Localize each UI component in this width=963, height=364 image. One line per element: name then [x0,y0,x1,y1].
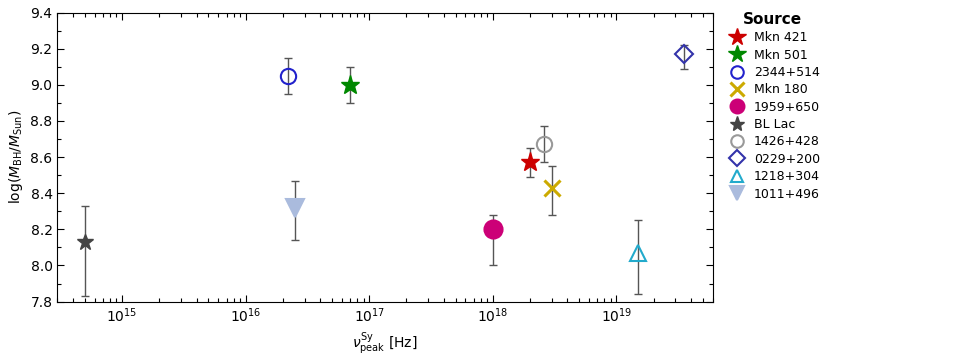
X-axis label: $\nu^{\rm Sy}_{\rm peak}$ [Hz]: $\nu^{\rm Sy}_{\rm peak}$ [Hz] [352,331,418,357]
Legend: Mkn 421, Mkn 501, 2344+514, Mkn 180, 1959+650, BL Lac, 1426+428, 0229+200, 1218+: Mkn 421, Mkn 501, 2344+514, Mkn 180, 195… [719,7,825,206]
Y-axis label: log$(M_{\rm BH}/M_{\rm Sun})$: log$(M_{\rm BH}/M_{\rm Sun})$ [7,110,25,204]
